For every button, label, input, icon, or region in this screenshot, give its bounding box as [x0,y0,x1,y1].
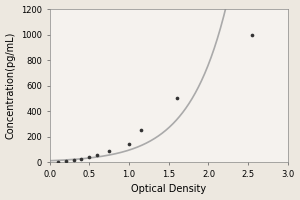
Point [139,129,143,132]
Y-axis label: Concentration(pg/mL): Concentration(pg/mL) [6,32,16,139]
Point [95,153,100,156]
Point [87,155,92,158]
Point [79,157,84,160]
Point [55,160,60,163]
Point [107,149,112,152]
Point [174,97,179,100]
X-axis label: Optical Density: Optical Density [131,184,206,194]
Point [250,33,254,36]
Point [71,158,76,162]
Point [63,159,68,162]
Point [127,143,131,146]
